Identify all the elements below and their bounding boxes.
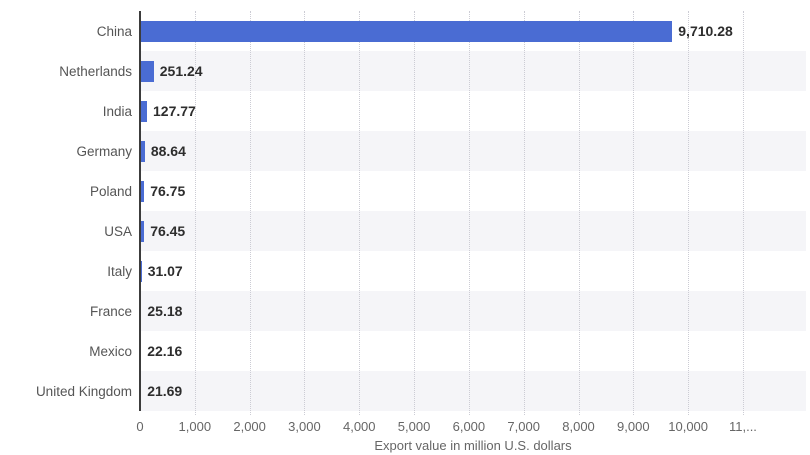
- row-band: [140, 131, 806, 171]
- x-tick-label: 9,000: [617, 419, 650, 434]
- row-band: [140, 371, 806, 411]
- gridline: [194, 11, 196, 415]
- x-tick-label: 10,000: [668, 419, 709, 434]
- plot-area: 9,710.28 251.24 127.77 88.64 76.75 76.45 31.07…: [139, 11, 806, 415]
- x-axis-title: Export value in million U.S. dollars: [374, 438, 572, 453]
- gridline: [414, 11, 416, 415]
- category-label: India: [102, 103, 132, 119]
- category-label: Poland: [89, 183, 132, 199]
- x-tick-label: 8,000: [562, 419, 595, 434]
- value-label: 127.77: [153, 103, 196, 119]
- value-label: 76.75: [150, 183, 186, 199]
- category-label: France: [89, 303, 132, 319]
- x-tick-label: 7,000: [507, 419, 540, 434]
- bar-china[interactable]: [140, 20, 673, 42]
- gridline: [523, 11, 525, 415]
- x-tick-label: 0: [136, 419, 144, 434]
- category-label: USA: [104, 223, 132, 239]
- x-tick-label: 5,000: [397, 419, 431, 434]
- x-tick-label: 6,000: [452, 419, 486, 434]
- gridline: [249, 11, 251, 415]
- value-label: 22.16: [147, 343, 183, 359]
- bar-netherlands[interactable]: [140, 60, 154, 82]
- bar-india[interactable]: [140, 100, 147, 122]
- gridline: [304, 11, 306, 415]
- category-label: Netherlands: [59, 63, 132, 79]
- x-tick-label: 4,000: [342, 419, 376, 434]
- value-label: 9,710.28: [678, 23, 733, 39]
- value-label: 251.24: [159, 63, 203, 79]
- category-label: China: [96, 23, 132, 39]
- x-tick-label: 2,000: [233, 419, 266, 434]
- row-band: [140, 51, 806, 91]
- row-band: [140, 211, 806, 251]
- value-label: 76.45: [150, 223, 186, 239]
- gridline: [578, 11, 580, 415]
- gridline: [468, 11, 470, 415]
- gridline: [359, 11, 361, 415]
- category-label: Germany: [76, 143, 132, 159]
- y-axis-line: [139, 11, 141, 411]
- bar-germany[interactable]: [140, 140, 145, 162]
- gridline: [688, 11, 690, 415]
- bar-usa[interactable]: [140, 220, 145, 242]
- gridline: [742, 11, 744, 415]
- value-label: 21.69: [147, 383, 183, 399]
- category-label: United Kingdom: [35, 383, 132, 399]
- category-label: Mexico: [89, 343, 132, 359]
- bar-poland[interactable]: [140, 180, 145, 202]
- value-label: 25.18: [147, 303, 183, 319]
- category-label: Italy: [107, 263, 132, 279]
- x-tick-label: 1,000: [178, 419, 212, 434]
- x-tick-label: 3,000: [288, 419, 321, 434]
- x-tick-label: 11,...: [728, 419, 757, 434]
- gridline: [633, 11, 635, 415]
- row-band: [140, 291, 806, 331]
- value-label: 31.07: [147, 263, 183, 279]
- value-label: 88.64: [150, 143, 186, 159]
